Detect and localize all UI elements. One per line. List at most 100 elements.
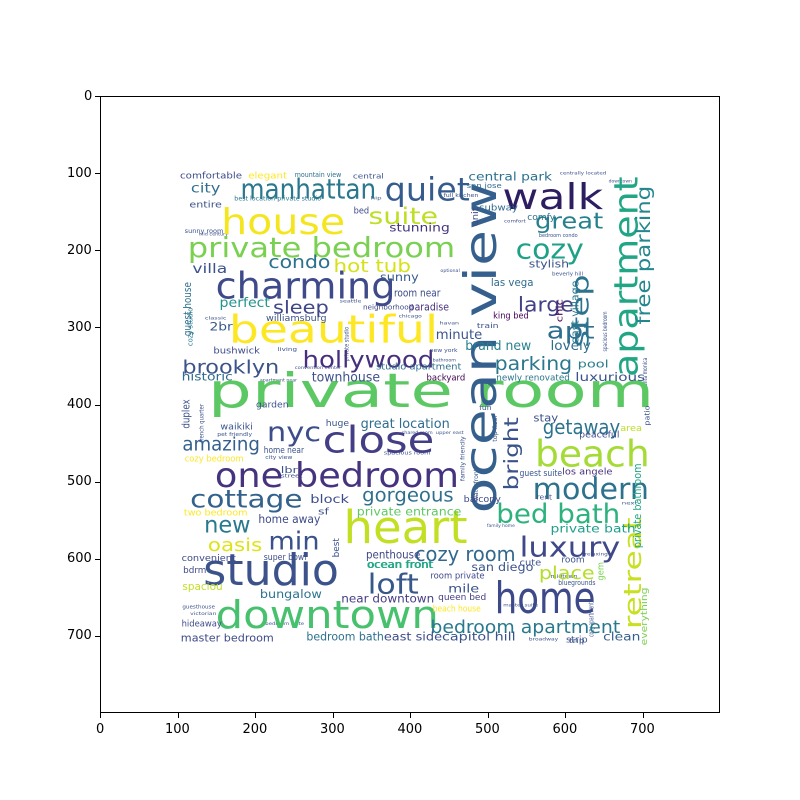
- word-13: one bedroom: [215, 456, 459, 495]
- word-16: private bedroom: [188, 231, 455, 264]
- tiny-word-0: best location private studio: [234, 197, 321, 203]
- word-9: charming: [216, 264, 396, 307]
- word-14: quiet: [385, 171, 470, 209]
- x-tick-label: 400: [397, 722, 423, 737]
- word-4: home: [495, 573, 596, 624]
- word-101: huge: [326, 419, 349, 429]
- word-92: studio apartment: [376, 363, 462, 373]
- tiny-word-37: optional: [440, 268, 459, 274]
- word-136: train: [477, 321, 499, 330]
- word-47: stunning: [389, 221, 449, 235]
- word-116: unit: [471, 207, 481, 227]
- word-82: comfy: [527, 213, 555, 223]
- tiny-word-11: city view: [265, 455, 292, 461]
- word-36: bright: [500, 416, 523, 490]
- tiny-word-20: broadway: [529, 636, 559, 642]
- word-77: comfortable: [180, 171, 242, 181]
- word-30: great: [535, 209, 604, 234]
- word-52: perfect: [220, 296, 270, 311]
- word-22: cottage: [190, 485, 302, 514]
- word-21: retreat: [619, 517, 647, 629]
- tiny-word-32: family home: [487, 523, 515, 529]
- tiny-word-18: guesthouse: [182, 605, 215, 611]
- word-55: brand new: [465, 339, 531, 354]
- y-tick-label: 400: [67, 397, 92, 412]
- word-2: ocean view: [456, 182, 507, 514]
- y-tick-mark: [95, 635, 100, 637]
- word-34: gorgeous: [362, 484, 453, 506]
- word-93: newly renovated: [496, 373, 570, 383]
- word-33: amazing: [182, 433, 260, 455]
- y-tick-mark: [95, 481, 100, 483]
- word-114: private bathroom: [632, 463, 644, 548]
- word-73: east side: [384, 629, 442, 643]
- word-108: room private: [430, 572, 484, 582]
- x-tick-mark: [177, 713, 179, 718]
- word-131: best: [332, 538, 342, 558]
- y-tick-mark: [95, 250, 100, 252]
- word-35: getaway: [543, 415, 621, 439]
- word-6: beautiful: [229, 308, 438, 352]
- tiny-word-15: master suite: [503, 603, 538, 609]
- tiny-word-22: next: [622, 501, 638, 507]
- word-32: bed bath: [496, 500, 620, 530]
- x-tick-mark: [410, 713, 411, 718]
- tiny-word-13: spacious room: [384, 450, 431, 456]
- tiny-word-8: new york: [430, 348, 458, 354]
- word-83: stylish: [529, 258, 569, 270]
- word-100: area: [620, 424, 642, 434]
- word-121: williamsburg: [266, 314, 326, 324]
- tiny-word-12: street: [281, 474, 303, 480]
- word-85: room near: [394, 288, 441, 300]
- word-76: clean: [603, 629, 640, 643]
- word-81: subway: [479, 204, 518, 214]
- word-132: room: [561, 555, 584, 565]
- word-97: waikiki: [220, 423, 253, 433]
- x-tick-label: 500: [475, 722, 500, 737]
- x-tick-mark: [487, 713, 489, 718]
- word-99: peaceful: [579, 430, 619, 440]
- word-40: large: [518, 292, 574, 316]
- x-tick-label: 300: [320, 722, 345, 737]
- tiny-word-34: living: [278, 347, 297, 353]
- word-11: apartment: [606, 176, 645, 377]
- word-78: elegant: [248, 171, 287, 181]
- word-54: minute: [436, 328, 483, 343]
- word-68: san diego: [471, 560, 533, 574]
- x-tick-label: 0: [96, 722, 105, 737]
- word-66: penthouse: [366, 548, 420, 562]
- word-57: townhouse: [312, 371, 380, 386]
- word-90: guest house: [182, 282, 194, 336]
- tiny-word-33: havan: [440, 320, 460, 326]
- x-tick-label: 100: [165, 722, 190, 737]
- word-37: brooklyn: [182, 356, 279, 378]
- word-60: pool: [578, 359, 609, 371]
- word-8: beach: [535, 432, 650, 475]
- y-tick-mark: [95, 173, 100, 175]
- word-91: bushwick: [213, 346, 261, 356]
- tiny-word-4: beverly hill: [552, 272, 583, 278]
- word-119: san jose: [467, 181, 502, 190]
- x-tick-mark: [565, 713, 566, 718]
- word-19: luxury: [520, 530, 621, 563]
- word-109: queen bed: [438, 593, 486, 603]
- x-tick-label: 200: [242, 722, 268, 737]
- word-62: block: [310, 492, 349, 506]
- tiny-word-5: chicago: [399, 313, 423, 319]
- word-50: villa: [192, 262, 227, 277]
- word-67: ocean front: [368, 559, 434, 571]
- word-126: ocean front: [367, 559, 433, 571]
- word-122: neighborhood: [363, 303, 413, 312]
- word-120: sunny room: [185, 229, 224, 235]
- y-tick-label: 300: [67, 319, 92, 335]
- word-31: free parking: [632, 186, 655, 325]
- word-15: manhattan: [241, 173, 377, 206]
- tiny-word-40: comfort: [504, 218, 526, 224]
- x-tick-mark: [332, 713, 334, 718]
- word-87: king bed: [493, 312, 529, 322]
- word-130: lbr: [281, 466, 299, 476]
- y-tick-label: 500: [67, 474, 92, 490]
- y-tick-mark: [95, 327, 100, 329]
- word-53: 2br: [210, 319, 233, 333]
- tiny-word-6: seattle: [340, 299, 362, 305]
